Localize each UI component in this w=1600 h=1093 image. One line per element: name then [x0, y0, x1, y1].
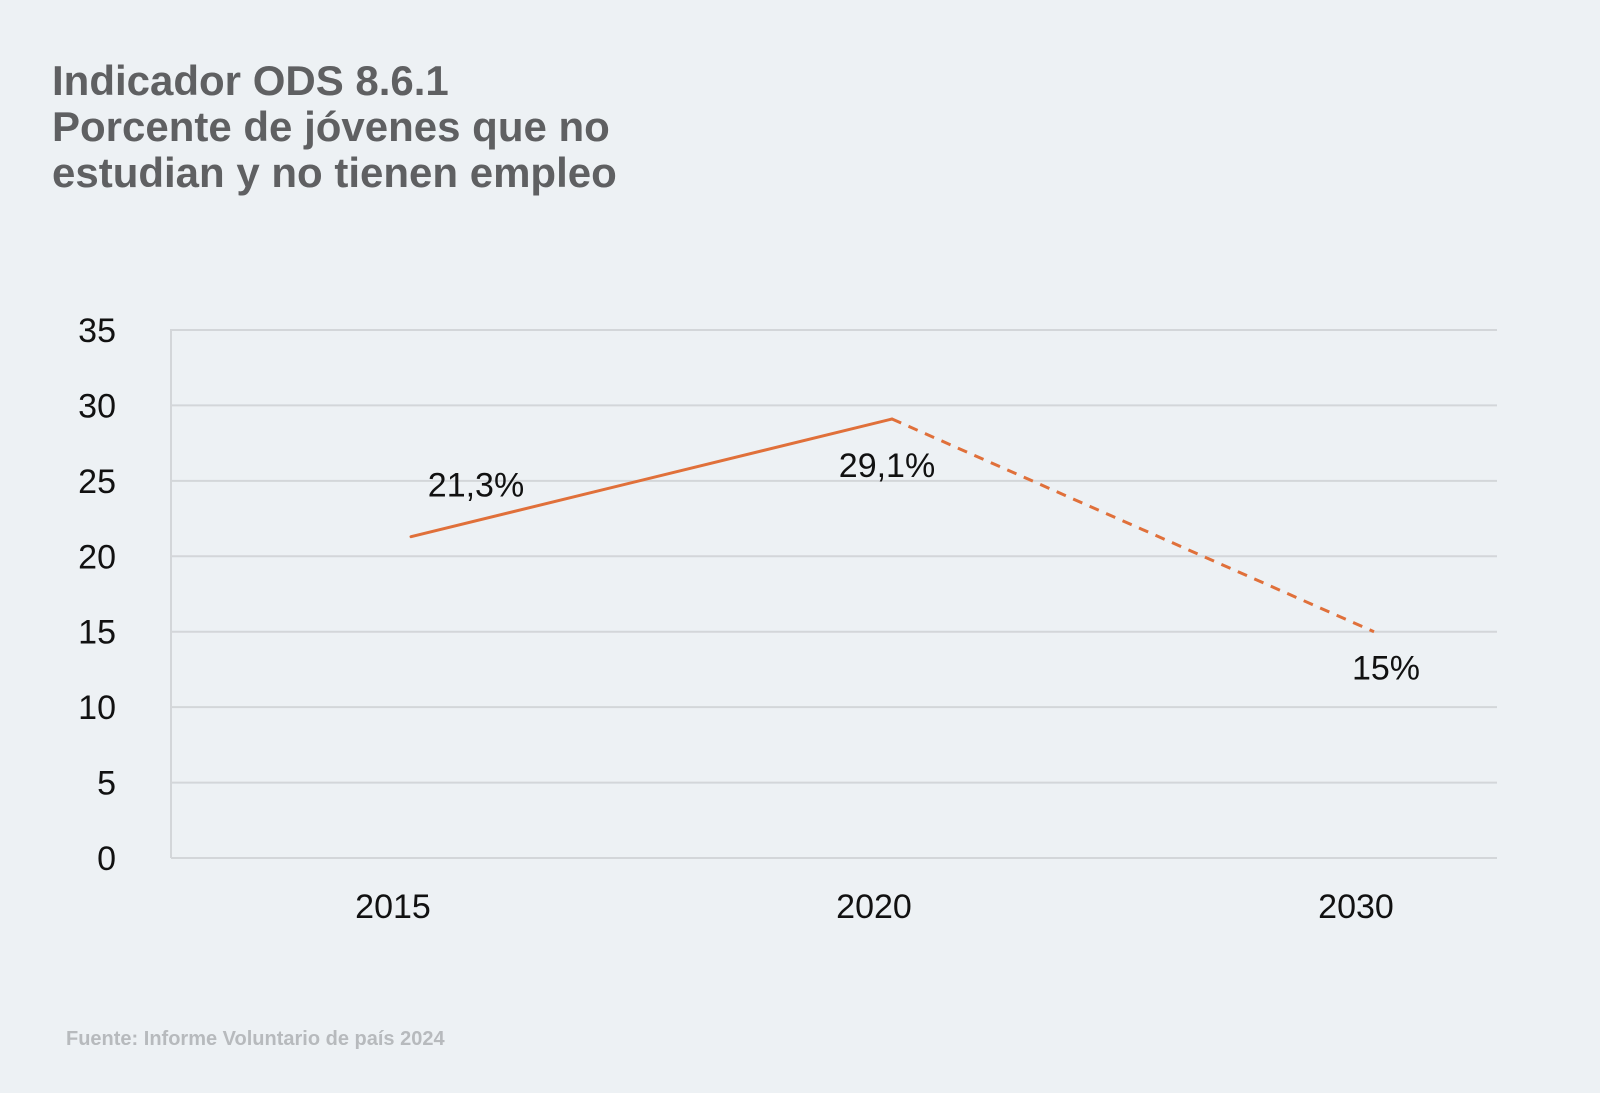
y-tick-labels: 0 5 10 15 20 25 30 35: [78, 312, 116, 878]
y-tick-label-35: 35: [78, 312, 116, 350]
y-tick-label-25: 25: [78, 463, 116, 501]
y-tick-label-5: 5: [97, 765, 116, 803]
chart-title-line-1: Indicador ODS 8.6.1: [52, 57, 449, 104]
axes: [170, 329, 1497, 859]
data-label-2015: 21,3%: [428, 467, 524, 505]
data-label-2030: 15%: [1352, 650, 1420, 688]
y-tick-label-0: 0: [97, 840, 116, 878]
gridlines: [171, 329, 1497, 784]
chart-title: Indicador ODS 8.6.1 Porcente de jóvenes …: [52, 58, 617, 196]
y-tick-label-10: 10: [78, 689, 116, 727]
x-tick-labels: 2015 2020 2030: [355, 888, 1394, 926]
source-note: Fuente: Informe Voluntario de país 2024: [66, 1028, 445, 1050]
chart-title-line-3: estudian y no tienen empleo: [52, 149, 617, 196]
y-tick-label-30: 30: [78, 387, 116, 425]
data-labels: 21,3% 29,1% 15%: [428, 447, 1420, 688]
y-tick-label-20: 20: [78, 538, 116, 576]
series-line: [409, 417, 1375, 634]
x-tick-label-2020: 2020: [836, 888, 912, 926]
x-tick-label-2015: 2015: [355, 888, 431, 926]
data-label-2020: 29,1%: [839, 447, 935, 485]
line-segment-2020-2030: [891, 417, 1375, 634]
line-segment-2015-2020: [409, 417, 894, 539]
x-tick-label-2030: 2030: [1318, 888, 1394, 926]
chart-title-line-2: Porcente de jóvenes que no: [52, 103, 610, 150]
y-tick-label-15: 15: [78, 614, 116, 652]
